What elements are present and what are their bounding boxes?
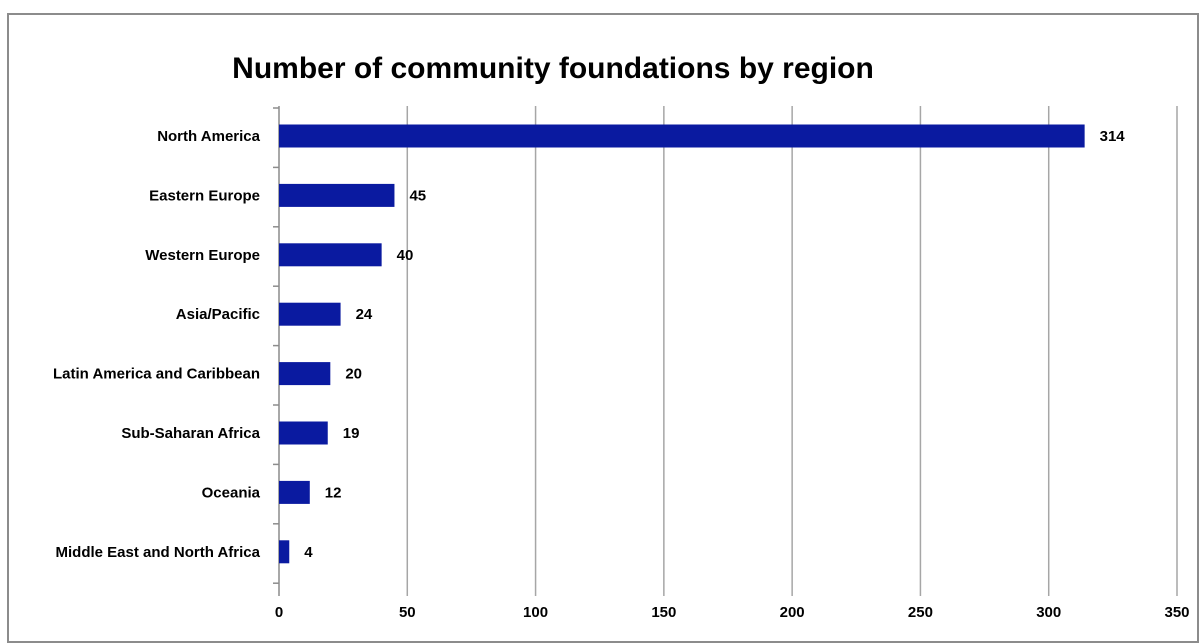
bar bbox=[279, 362, 331, 386]
bar bbox=[279, 124, 1085, 148]
bar bbox=[279, 480, 310, 504]
x-tick-label: 300 bbox=[1036, 604, 1061, 621]
bar bbox=[279, 183, 395, 207]
data-label: 24 bbox=[356, 306, 373, 323]
gridlines bbox=[273, 106, 1178, 596]
bars bbox=[279, 124, 1085, 564]
category-label: Oceania bbox=[202, 484, 261, 501]
bar-chart: North America Eastern Europe Western Europ… bbox=[53, 106, 1190, 621]
data-label: 45 bbox=[409, 187, 426, 204]
data-label: 12 bbox=[325, 484, 342, 501]
x-tick-label: 200 bbox=[780, 604, 805, 621]
x-tick-label: 350 bbox=[1164, 604, 1189, 621]
value-labels: 314 45 40 24 20 19 12 4 bbox=[304, 128, 1125, 561]
bar bbox=[279, 243, 382, 267]
x-tick-label: 50 bbox=[399, 604, 416, 621]
chart-title: Number of community foundations by regio… bbox=[232, 52, 874, 85]
category-label: Eastern Europe bbox=[149, 187, 260, 204]
x-tick-label: 100 bbox=[523, 604, 548, 621]
bar bbox=[279, 540, 290, 564]
data-label: 314 bbox=[1100, 128, 1126, 145]
category-label: Western Europe bbox=[145, 247, 260, 264]
x-tick-label: 250 bbox=[908, 604, 933, 621]
category-label: Middle East and North Africa bbox=[56, 544, 261, 561]
data-label: 40 bbox=[397, 247, 414, 264]
x-tick-label: 0 bbox=[275, 604, 283, 621]
x-tick-label: 150 bbox=[651, 604, 676, 621]
bar bbox=[279, 421, 328, 445]
category-label: Asia/Pacific bbox=[176, 306, 260, 323]
data-label: 19 bbox=[343, 425, 360, 442]
data-label: 20 bbox=[345, 366, 362, 383]
category-label: Sub-Saharan Africa bbox=[121, 425, 260, 442]
category-label: Latin America and Caribbean bbox=[53, 366, 260, 383]
category-labels: North America Eastern Europe Western Europ… bbox=[53, 128, 261, 561]
category-label: North America bbox=[157, 128, 260, 145]
x-axis-ticks: 0 50 100 150 200 250 300 350 bbox=[275, 604, 1190, 621]
chart-frame bbox=[7, 13, 1199, 643]
data-label: 4 bbox=[304, 544, 313, 561]
bar bbox=[279, 302, 341, 326]
